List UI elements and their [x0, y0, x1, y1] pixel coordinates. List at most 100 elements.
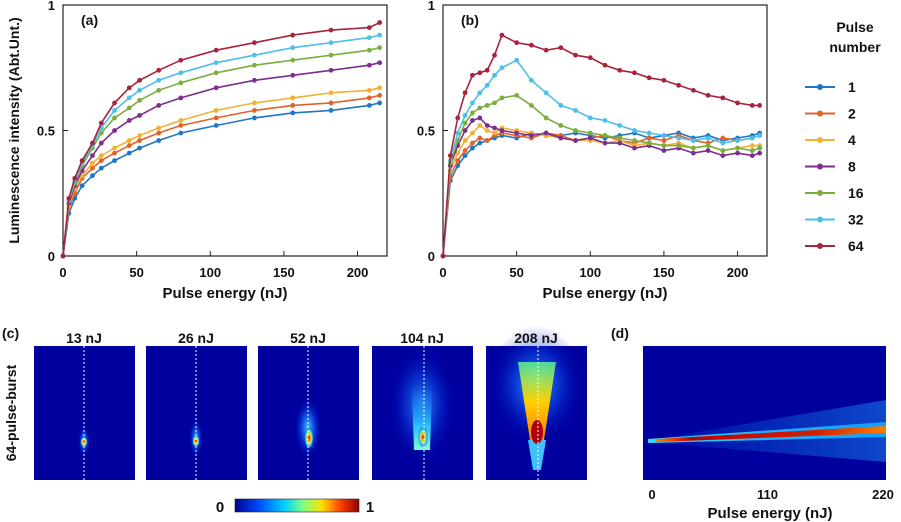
data-point [499, 32, 505, 38]
data-point [366, 35, 372, 41]
data-point [252, 62, 257, 68]
data-point [484, 67, 490, 73]
data-point [447, 153, 453, 159]
data-point [470, 72, 475, 78]
data-point [470, 100, 475, 106]
data-point [492, 100, 497, 106]
data-point [514, 130, 520, 136]
data-point [156, 77, 162, 83]
data-point [290, 95, 296, 101]
data-point [543, 90, 549, 96]
data-point [528, 133, 534, 138]
data-point [602, 118, 608, 123]
data-point [632, 145, 637, 151]
data-point [178, 57, 184, 63]
data-point [573, 138, 578, 143]
data-point [514, 57, 520, 63]
x-tick-label: 50 [509, 265, 523, 280]
series-line-2 [62, 94, 380, 257]
plot-frame [442, 4, 768, 257]
data-point [617, 67, 623, 73]
data-point [328, 100, 334, 106]
data-point [602, 62, 608, 68]
series-line-4 [62, 87, 380, 257]
data-point [126, 118, 132, 123]
data-point [377, 92, 383, 98]
legend-swatch-marker [817, 110, 823, 117]
series-line-64 [442, 33, 760, 257]
data-point [252, 40, 257, 46]
data-point [492, 130, 497, 136]
data-point [112, 108, 117, 113]
data-point [252, 115, 257, 121]
data-point [252, 77, 257, 83]
data-point [112, 150, 117, 156]
data-point [470, 110, 475, 116]
data-point [676, 135, 682, 141]
data-point [484, 138, 490, 143]
data-point [492, 72, 497, 78]
data-point [156, 138, 162, 143]
x-tick-label: 150 [273, 265, 295, 280]
y-tick-label: 0.5 [417, 124, 435, 139]
data-point [757, 145, 763, 151]
data-point [587, 135, 593, 141]
legend-label: 16 [848, 185, 864, 201]
data-point [617, 135, 623, 141]
data-point [290, 103, 296, 108]
data-point [573, 52, 578, 58]
data-point [328, 108, 334, 113]
series-line-16 [62, 46, 380, 257]
data-point [213, 60, 219, 66]
energy-label-3: 52 nJ [290, 330, 326, 346]
data-point [90, 140, 95, 146]
series-4 [440, 123, 763, 259]
data-point [646, 140, 652, 146]
data-point [213, 85, 219, 91]
series-16 [440, 92, 763, 259]
data-point [290, 72, 296, 78]
data-point [112, 115, 117, 121]
legend-entry-4: 4 [805, 132, 856, 148]
energy-label-5: 208 nJ [514, 330, 558, 346]
data-point [632, 138, 637, 143]
data-point [366, 25, 372, 30]
data-point [178, 70, 184, 76]
data-point [126, 150, 132, 156]
x-tick-label: 200 [347, 265, 369, 280]
data-point [757, 133, 763, 138]
data-point [377, 100, 383, 106]
energy-label-1: 13 nJ [66, 330, 102, 346]
y-tick-label: 1 [48, 0, 55, 13]
legend-title-line2: number [829, 39, 881, 55]
data-point [213, 115, 219, 121]
data-point [90, 173, 95, 179]
data-point [661, 77, 667, 83]
data-point [366, 95, 372, 101]
heatmap-13nJ [34, 346, 135, 480]
data-point [543, 115, 549, 121]
series-16 [60, 45, 383, 259]
data-point [137, 145, 142, 151]
data-point [112, 158, 117, 164]
series-8 [440, 115, 763, 259]
legend-entry-64: 64 [805, 238, 864, 254]
data-point [213, 108, 219, 113]
data-point [98, 158, 104, 164]
data-point [137, 133, 142, 138]
data-point [676, 143, 682, 148]
data-point [462, 153, 468, 159]
data-point [477, 135, 483, 141]
data-point [90, 165, 95, 171]
data-point [617, 140, 623, 146]
data-point [484, 82, 490, 88]
data-point [484, 123, 490, 128]
data-point [617, 123, 623, 128]
y-tick-label: 0.5 [37, 124, 55, 139]
legend-entry-2: 2 [805, 106, 856, 122]
data-point [112, 128, 117, 133]
data-point [661, 143, 667, 148]
data-point [690, 138, 696, 143]
legend: Pulse number 1 2 4 8 16 32 64 [805, 19, 881, 254]
data-point [749, 103, 755, 108]
